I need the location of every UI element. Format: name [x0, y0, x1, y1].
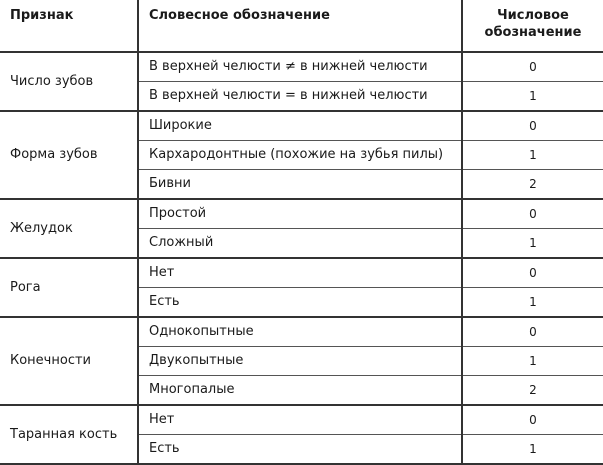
num-cell: 1: [462, 346, 603, 376]
num-cell: 2: [462, 375, 603, 406]
word-cell: Многопалые: [138, 375, 463, 406]
table-row: Двукопытные 1: [0, 346, 603, 376]
num-cell: 1: [462, 140, 603, 170]
word-cell: Двукопытные: [138, 346, 463, 376]
num-cell: 1: [462, 81, 603, 112]
num-cell: 0: [462, 405, 603, 435]
table-row: Сложный 1: [0, 228, 603, 259]
word-cell: Однокопытные: [138, 317, 463, 347]
num-cell: 0: [462, 52, 603, 82]
num-cell: 0: [462, 199, 603, 229]
header-num: Числовое обозначение: [462, 0, 603, 53]
header-row: Признак Словесное обозначение Числовое о…: [0, 0, 603, 53]
table-row: Многопалые 2: [0, 375, 603, 406]
sign-cell: Рога: [0, 258, 139, 318]
word-cell: Простой: [138, 199, 463, 229]
num-cell: 2: [462, 169, 603, 200]
table-row: Таранная кость Нет 0: [0, 405, 603, 465]
table-row: Рога Нет 0: [0, 258, 603, 318]
word-cell: Есть: [138, 287, 463, 318]
num-cell: 0: [462, 111, 603, 141]
word-cell: Сложный: [138, 228, 463, 259]
table-row: В верхней челюсти = в нижней челюсти 1: [0, 81, 603, 112]
word-cell: Широкие: [138, 111, 463, 141]
word-cell: Нет: [138, 405, 463, 435]
word-cell: Нет: [138, 258, 463, 288]
table-row: Число зубов В верхней челюсти ≠ в нижней …: [0, 52, 603, 112]
num-cell: 1: [462, 434, 603, 465]
num-cell: 0: [462, 317, 603, 347]
table-row: Желудок Простой 0: [0, 199, 603, 259]
header-word: Словесное обозначение: [138, 0, 463, 53]
word-cell: Есть: [138, 434, 463, 465]
word-cell: В верхней челюсти = в нижней челюсти: [138, 81, 463, 112]
word-cell: В верхней челюсти ≠ в нижней челюсти: [138, 52, 463, 82]
word-cell: Бивни: [138, 169, 463, 200]
num-cell: 1: [462, 228, 603, 259]
num-cell: 0: [462, 258, 603, 288]
table-row: Бивни 2: [0, 169, 603, 200]
table-row: Кархародонтные (похожие на зубья пилы) 1: [0, 140, 603, 170]
sign-cell: Форма зубов: [0, 111, 139, 200]
sign-cell: Число зубов: [0, 52, 139, 112]
header-sign: Признак: [0, 0, 139, 53]
sign-cell: Конечности: [0, 317, 139, 406]
num-cell: 1: [462, 287, 603, 318]
table-row: Есть 1: [0, 287, 603, 318]
table-row: Конечности Однокопытные 0: [0, 317, 603, 406]
sign-cell: Желудок: [0, 199, 139, 259]
sign-cell: Таранная кость: [0, 405, 139, 465]
word-cell: Кархародонтные (похожие на зубья пилы): [138, 140, 463, 170]
table-row: Форма зубов Широкие 0: [0, 111, 603, 200]
